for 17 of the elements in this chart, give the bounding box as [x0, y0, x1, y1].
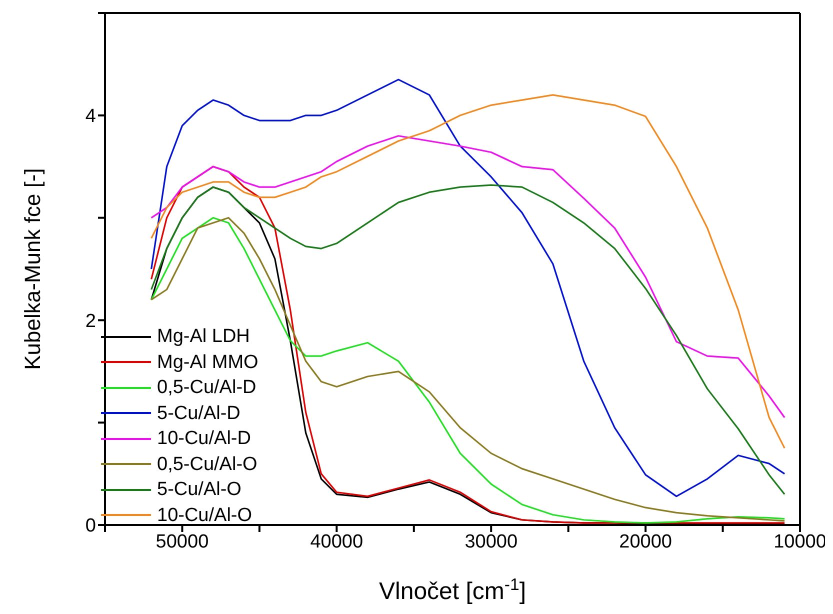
legend-label: 0,5-Cu/Al-D	[157, 376, 256, 400]
legend-label: 10-Cu/Al-D	[157, 427, 251, 451]
legend-label: 5-Cu/Al-D	[157, 402, 240, 426]
legend-label: 5-Cu/Al-O	[157, 478, 242, 502]
x-tick-label: 40000	[310, 531, 364, 552]
legend-label: 0,5-Cu/Al-O	[157, 452, 258, 476]
y-axis-title: Kubelka-Munk fce [-]	[20, 168, 45, 370]
x-tick-label: 50000	[156, 531, 209, 552]
legend-label: Mg-Al MMO	[157, 350, 258, 374]
x-tick-label: 20000	[619, 531, 672, 552]
y-tick-label: 2	[85, 310, 96, 332]
legend-label: Mg-Al LDH	[157, 325, 250, 349]
y-tick-label: 4	[85, 106, 96, 128]
x-tick-label: 30000	[464, 531, 518, 552]
legend-label: 10-Cu/Al-O	[157, 504, 252, 528]
x-axis-title: Vlnočet [cm$^{-1}$]	[379, 574, 526, 605]
y-tick-label: 0	[85, 516, 96, 537]
